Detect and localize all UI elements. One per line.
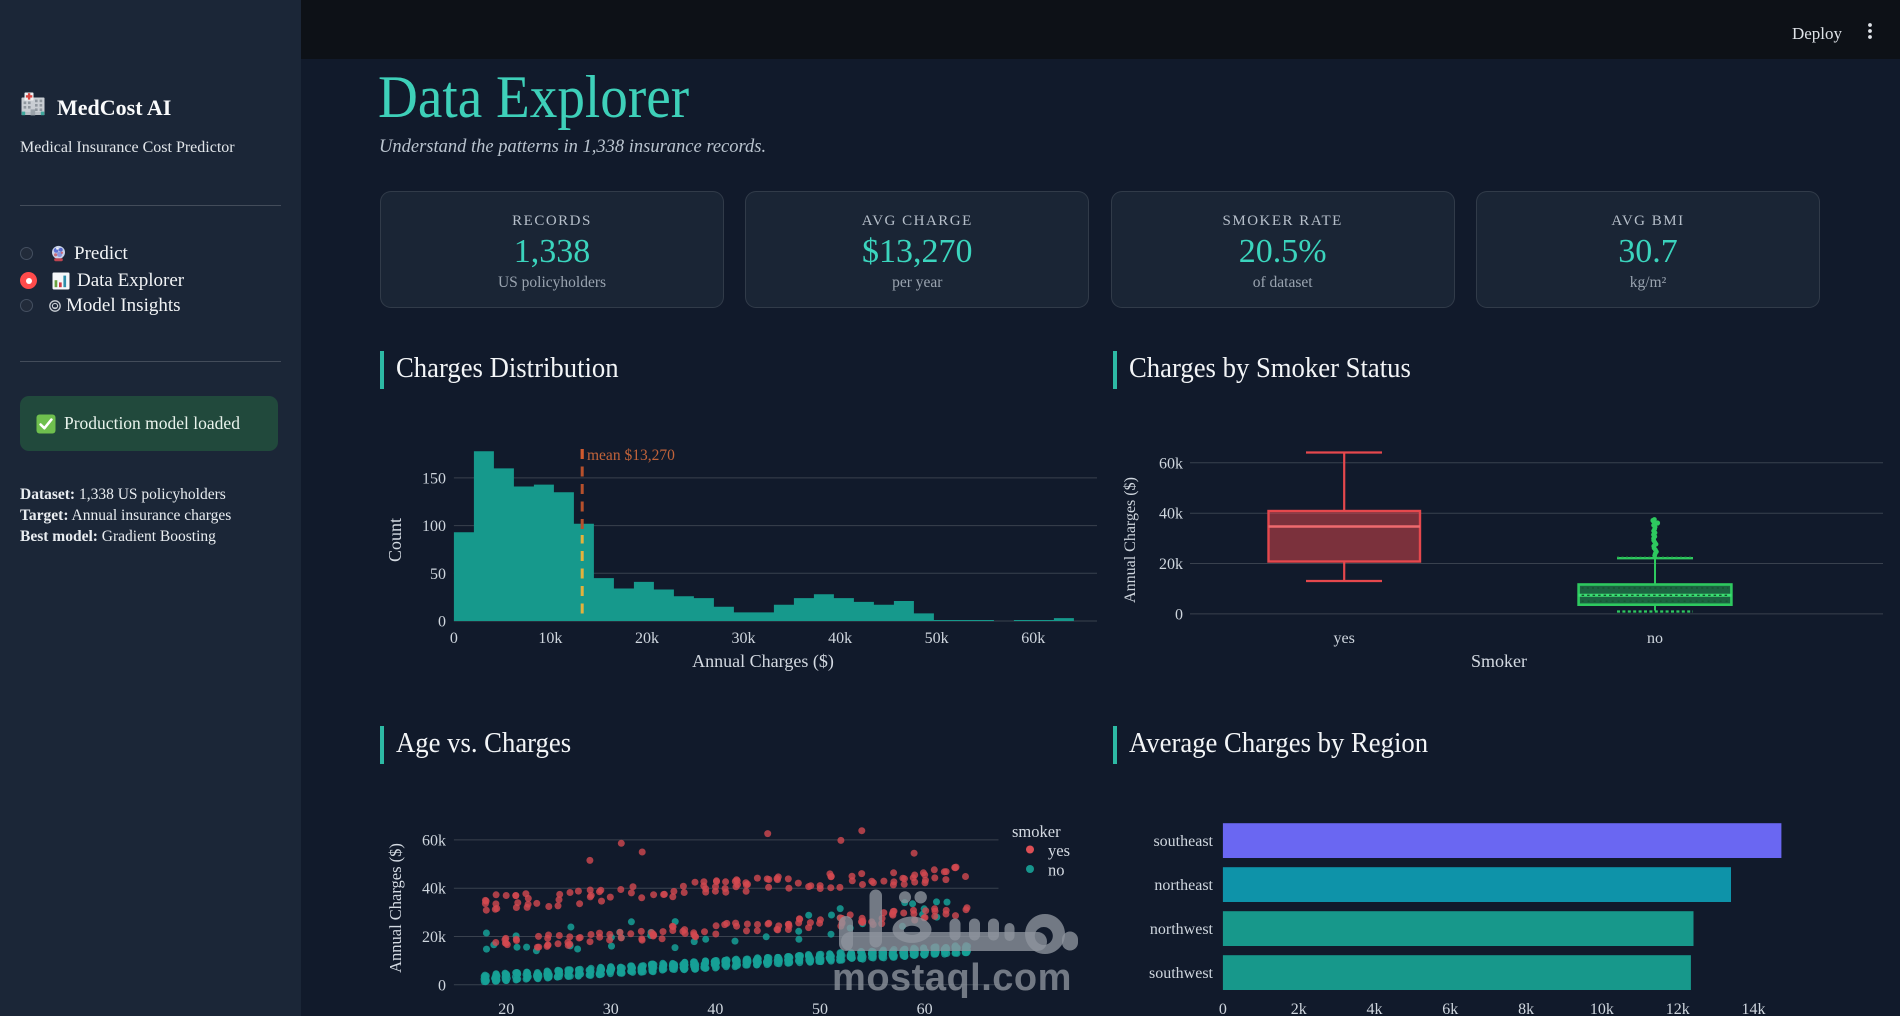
svg-text:10k: 10k xyxy=(538,630,562,647)
svg-text:150: 150 xyxy=(422,470,446,487)
svg-text:40: 40 xyxy=(707,1001,723,1016)
svg-text:Annual Charges ($): Annual Charges ($) xyxy=(388,843,405,973)
svg-text:0: 0 xyxy=(1175,606,1183,623)
svg-text:30k: 30k xyxy=(732,630,756,647)
svg-text:8k: 8k xyxy=(1518,1001,1534,1016)
svg-text:2k: 2k xyxy=(1291,1001,1307,1016)
svg-text:60: 60 xyxy=(917,1001,933,1016)
svg-text:southeast: southeast xyxy=(1153,833,1213,850)
svg-text:Annual Charges ($): Annual Charges ($) xyxy=(1122,477,1139,603)
svg-text:20k: 20k xyxy=(1159,556,1183,573)
svg-text:Count: Count xyxy=(388,518,405,562)
svg-text:0: 0 xyxy=(438,614,446,631)
svg-text:20k: 20k xyxy=(422,929,446,946)
svg-text:20: 20 xyxy=(498,1001,514,1016)
svg-text:50: 50 xyxy=(812,1001,828,1016)
svg-text:northeast: northeast xyxy=(1154,877,1213,894)
svg-text:4k: 4k xyxy=(1367,1001,1383,1016)
svg-text:no: no xyxy=(1048,861,1065,880)
svg-text:southwest: southwest xyxy=(1149,965,1214,982)
svg-text:Annual Charges ($): Annual Charges ($) xyxy=(692,651,834,672)
svg-text:smoker: smoker xyxy=(1012,822,1061,841)
svg-text:0: 0 xyxy=(1219,1001,1227,1016)
svg-text:yes: yes xyxy=(1048,841,1070,860)
svg-text:Smoker: Smoker xyxy=(1471,651,1527,671)
svg-text:40k: 40k xyxy=(422,881,446,898)
svg-text:50k: 50k xyxy=(925,630,949,647)
svg-text:40k: 40k xyxy=(828,630,852,647)
svg-text:12k: 12k xyxy=(1666,1001,1690,1016)
svg-text:60k: 60k xyxy=(422,832,446,849)
svg-text:50: 50 xyxy=(430,566,446,583)
svg-text:14k: 14k xyxy=(1742,1001,1766,1016)
svg-text:no: no xyxy=(1647,630,1663,647)
svg-text:60k: 60k xyxy=(1021,630,1045,647)
svg-text:yes: yes xyxy=(1334,630,1355,647)
svg-text:20k: 20k xyxy=(635,630,659,647)
svg-text:0: 0 xyxy=(450,630,458,647)
svg-text:6k: 6k xyxy=(1442,1001,1458,1016)
svg-text:mostaql.com: mostaql.com xyxy=(832,957,1072,999)
svg-text:0: 0 xyxy=(438,977,446,994)
svg-text:10k: 10k xyxy=(1590,1001,1614,1016)
svg-text:mean $13,270: mean $13,270 xyxy=(587,447,675,464)
svg-text:northwest: northwest xyxy=(1150,921,1214,938)
svg-text:60k: 60k xyxy=(1159,455,1183,472)
svg-text:30: 30 xyxy=(603,1001,619,1016)
svg-text:40k: 40k xyxy=(1159,506,1183,523)
svg-text:100: 100 xyxy=(422,518,446,535)
